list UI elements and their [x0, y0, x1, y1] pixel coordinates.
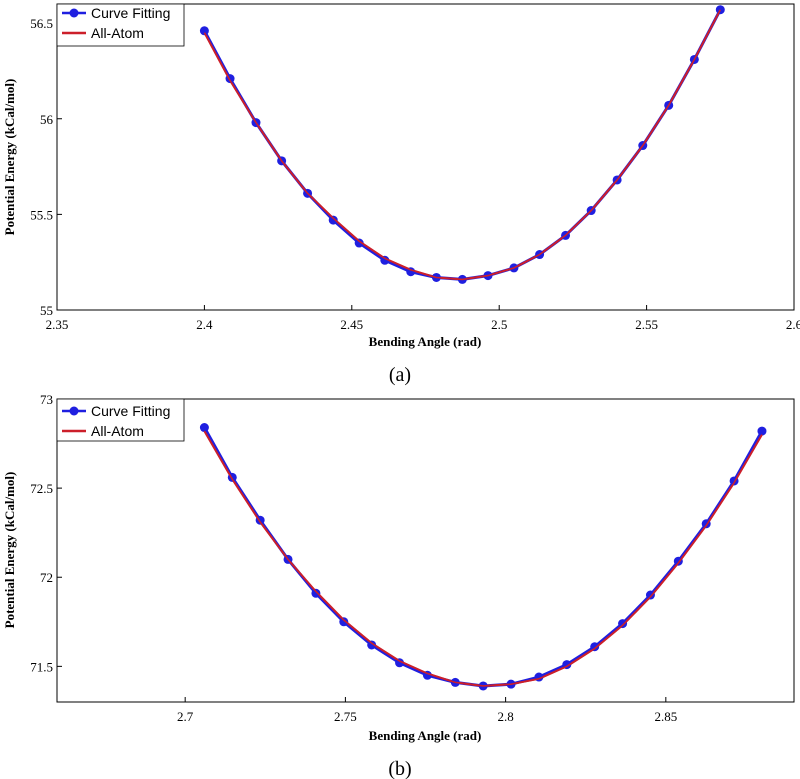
data-point-curve-fitting [590, 642, 600, 652]
data-point-curve-fitting [311, 588, 321, 598]
y-axis-label: Potential Energy (kCal/mol) [2, 472, 17, 629]
y-tick-labels: 71.5 72 72.5 73 [30, 392, 62, 674]
panel-caption-b: (b) [388, 758, 411, 779]
plot-area-frame [56, 398, 795, 703]
x-tick-label: 2.55 [635, 317, 658, 332]
legend-box [56, 3, 185, 47]
y-tick-label: 55 [40, 303, 53, 318]
x-tick-label: 2.8 [497, 709, 513, 724]
legend-label-all-atom: All-Atom [91, 25, 144, 41]
data-point-curve-fitting [328, 215, 338, 225]
data-point-curve-fitting [339, 617, 349, 627]
data-point-curve-fitting [618, 619, 628, 629]
x-tick-labels: 2.35 2.4 2.45 2.5 2.55 2.6 [46, 305, 800, 332]
legend-label-all-atom: All-Atom [91, 423, 144, 439]
data-point-curve-fitting [199, 26, 209, 36]
y-tick-labels: 55 55.5 56 56.5 [30, 16, 62, 318]
legend-marker-curve-fitting [69, 406, 79, 416]
y-tick-label: 72.5 [30, 481, 53, 496]
series-layer [199, 423, 767, 691]
chart-panel-b: 71.5 72 72.5 73 2.7 2.75 2.8 2.85 Bending Angl… [2, 392, 795, 779]
x-tick-label: 2.35 [46, 317, 69, 332]
x-axis-label: Bending Angle (rad) [369, 728, 482, 743]
y-tick-label: 55.5 [30, 207, 53, 222]
legend-marker-curve-fitting [69, 8, 79, 18]
data-point-curve-fitting [395, 658, 405, 668]
x-tick-label: 2.4 [196, 317, 213, 332]
x-tick-label: 2.7 [177, 709, 194, 724]
data-point-curve-fitting [354, 238, 364, 248]
legend-label-curve-fitting: Curve Fitting [91, 403, 170, 419]
chart-panel-a: 55 55.5 56 56.5 2.35 2.4 2.45 2.5 2.55 2.6 Bendi… [2, 3, 800, 386]
legend: Curve Fitting All-Atom [56, 398, 185, 442]
x-tick-label: 2.6 [786, 317, 800, 332]
series-line-all-atom-overlay [203, 430, 763, 687]
data-point-curve-fitting [645, 590, 655, 600]
series-line-all-atom-overlay [203, 9, 722, 281]
y-tick-label: 56 [40, 112, 54, 127]
panel-caption-a: (a) [389, 364, 411, 386]
x-axis-label: Bending Angle (rad) [369, 334, 482, 349]
data-point-curve-fitting [757, 426, 767, 436]
y-tick-label: 73 [40, 392, 53, 407]
x-tick-label: 2.85 [654, 709, 677, 724]
x-tick-labels: 2.7 2.75 2.8 2.85 [177, 697, 677, 724]
x-tick-label: 2.5 [491, 317, 507, 332]
y-tick-label: 71.5 [30, 659, 53, 674]
data-point-curve-fitting [380, 255, 390, 265]
data-point-curve-fitting [199, 423, 209, 433]
legend-label-curve-fitting: Curve Fitting [91, 5, 170, 21]
y-axis-label: Potential Energy (kCal/mol) [2, 79, 17, 236]
x-tick-label: 2.45 [340, 317, 363, 332]
x-tick-label: 2.75 [334, 709, 357, 724]
legend: Curve Fitting All-Atom [56, 3, 185, 47]
y-tick-label: 72 [40, 570, 53, 585]
data-point-curve-fitting [367, 640, 377, 650]
legend-box [56, 398, 185, 442]
series-layer [199, 5, 725, 284]
plot-area-frame [56, 3, 795, 311]
y-tick-label: 56.5 [30, 16, 53, 31]
